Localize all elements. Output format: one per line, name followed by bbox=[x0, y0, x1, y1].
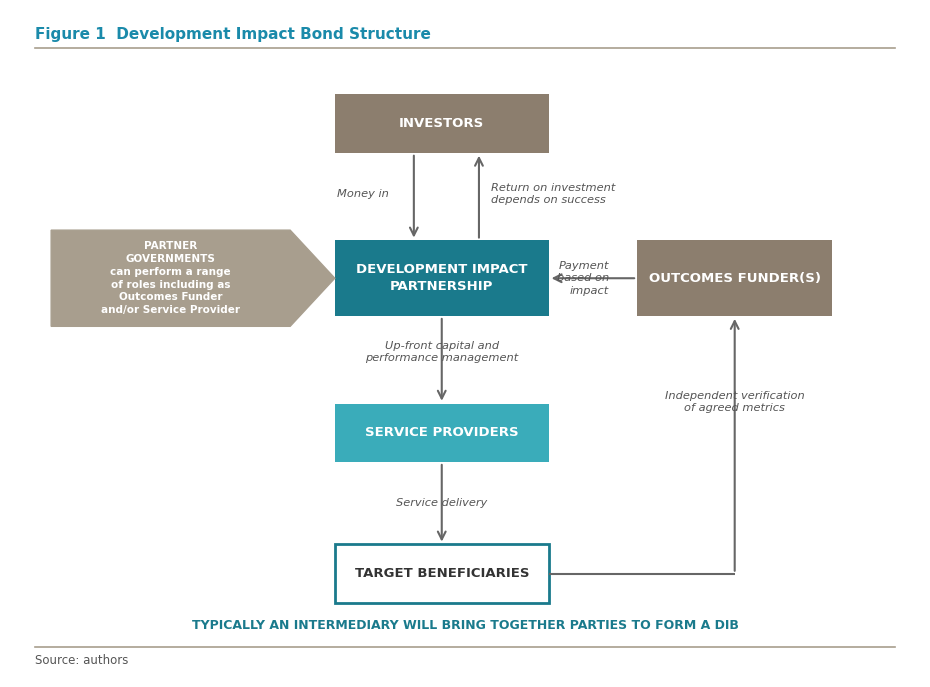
FancyBboxPatch shape bbox=[335, 544, 549, 603]
FancyBboxPatch shape bbox=[335, 95, 549, 153]
FancyBboxPatch shape bbox=[335, 240, 549, 316]
Text: TARGET BENEFICIARIES: TARGET BENEFICIARIES bbox=[354, 567, 529, 580]
Text: PARTNER
GOVERNMENTS
can perform a range
of roles including as
Outcomes Funder
an: PARTNER GOVERNMENTS can perform a range … bbox=[101, 241, 240, 315]
Text: INVESTORS: INVESTORS bbox=[399, 117, 485, 130]
Text: Service delivery: Service delivery bbox=[396, 498, 487, 508]
Text: TYPICALLY AN INTERMEDIARY WILL BRING TOGETHER PARTIES TO FORM A DIB: TYPICALLY AN INTERMEDIARY WILL BRING TOG… bbox=[192, 619, 738, 631]
Text: SERVICE PROVIDERS: SERVICE PROVIDERS bbox=[365, 427, 519, 439]
Text: DEVELOPMENT IMPACT
PARTNERSHIP: DEVELOPMENT IMPACT PARTNERSHIP bbox=[356, 264, 527, 293]
FancyBboxPatch shape bbox=[335, 403, 549, 462]
Polygon shape bbox=[51, 230, 335, 326]
Text: Independent verification
of agreed metrics: Independent verification of agreed metri… bbox=[665, 391, 804, 413]
Text: OUTCOMES FUNDER(S): OUTCOMES FUNDER(S) bbox=[649, 272, 820, 284]
FancyBboxPatch shape bbox=[637, 240, 832, 316]
Text: Return on investment
depends on success: Return on investment depends on success bbox=[491, 183, 616, 205]
Text: Figure 1  Development Impact Bond Structure: Figure 1 Development Impact Bond Structu… bbox=[35, 27, 432, 43]
Text: Payment
based on
impact: Payment based on impact bbox=[557, 261, 609, 295]
Text: Money in: Money in bbox=[337, 189, 389, 199]
Text: Source: authors: Source: authors bbox=[35, 655, 128, 667]
Text: Up-front capital and
performance management: Up-front capital and performance managem… bbox=[365, 341, 518, 363]
